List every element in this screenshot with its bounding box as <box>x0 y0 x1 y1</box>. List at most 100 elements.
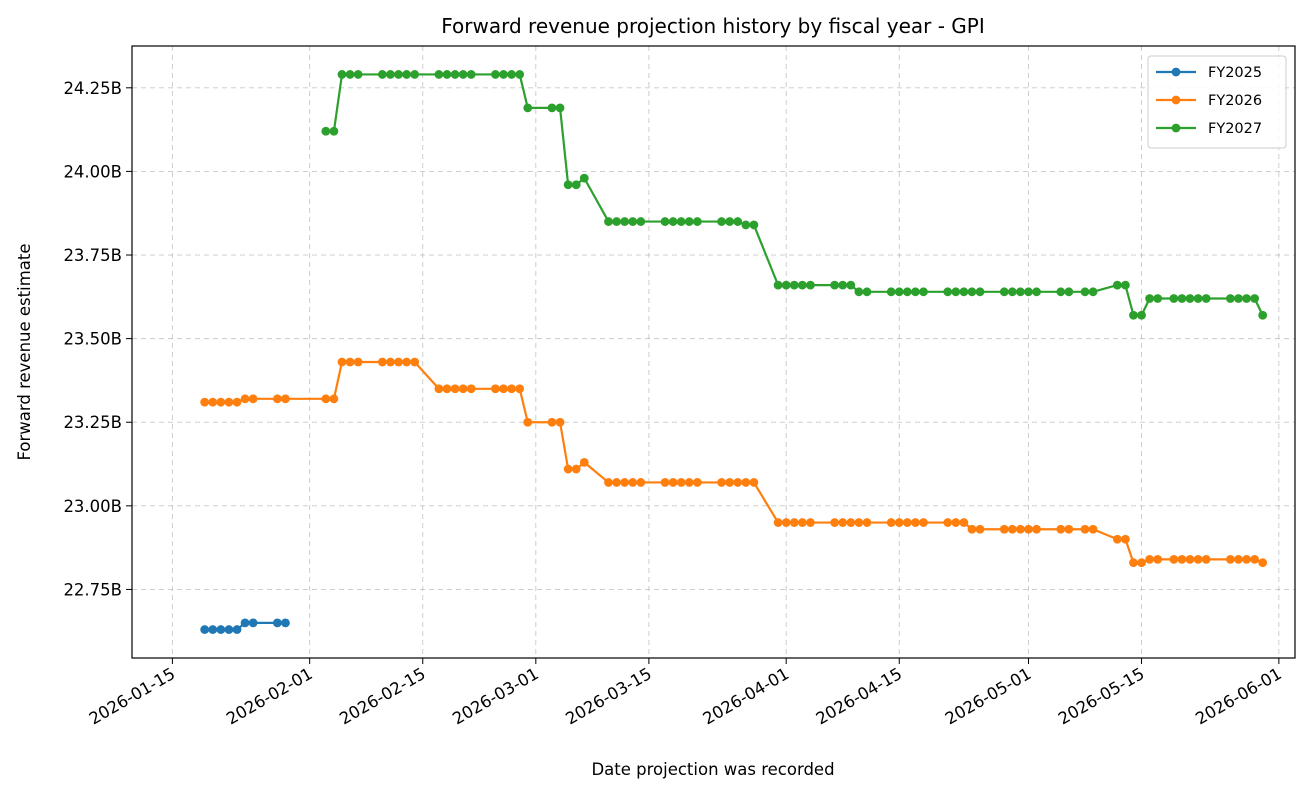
data-point <box>628 217 638 226</box>
data-point <box>951 518 961 527</box>
data-point <box>507 70 516 79</box>
data-point <box>749 220 759 230</box>
data-point <box>402 70 411 79</box>
data-point <box>1080 524 1090 534</box>
data-point <box>1120 534 1130 544</box>
data-point <box>200 397 210 407</box>
data-point <box>1250 554 1260 564</box>
data-point <box>232 397 242 407</box>
data-point <box>789 518 799 527</box>
data-point <box>1193 554 1203 564</box>
data-point <box>1225 554 1235 564</box>
data-point <box>919 287 928 297</box>
legend-label: FY2025 <box>1208 65 1262 81</box>
data-point <box>281 618 290 628</box>
legend-label: FY2027 <box>1208 121 1262 137</box>
data-point <box>1137 558 1146 568</box>
data-point <box>555 417 565 427</box>
data-point <box>943 287 953 297</box>
data-point <box>773 518 783 527</box>
data-point <box>353 70 363 79</box>
data-point <box>741 478 751 487</box>
data-point <box>951 287 961 297</box>
data-point <box>830 518 840 527</box>
y-tick-label: 23.00B <box>63 497 122 516</box>
data-point <box>676 217 686 226</box>
data-point <box>1007 287 1017 297</box>
data-point <box>1242 294 1251 303</box>
data-point <box>692 478 702 487</box>
data-point <box>224 397 234 407</box>
y-tick-label: 23.75B <box>63 246 122 265</box>
data-point <box>547 103 557 113</box>
data-point <box>797 518 807 527</box>
data-point <box>402 357 411 367</box>
data-point <box>781 518 791 527</box>
data-point <box>466 70 476 79</box>
legend-swatch-marker <box>1171 95 1181 105</box>
data-point <box>1064 287 1074 297</box>
data-point <box>579 457 589 467</box>
data-point <box>612 217 621 226</box>
data-point <box>466 384 476 394</box>
data-point <box>717 217 726 226</box>
data-point <box>523 103 533 113</box>
data-point <box>846 518 856 527</box>
data-point <box>450 70 460 79</box>
legend-box <box>1147 55 1287 149</box>
x-axis-label: Date projection was recorded <box>591 760 834 779</box>
data-point <box>442 384 452 394</box>
data-point <box>781 280 791 290</box>
y-tick-label: 24.25B <box>63 79 122 98</box>
data-point <box>999 287 1009 297</box>
series-layer <box>200 70 1268 634</box>
data-point <box>571 180 581 190</box>
data-point <box>515 70 525 79</box>
data-point <box>1177 294 1187 303</box>
data-point <box>1088 524 1098 534</box>
y-tick-label: 23.50B <box>63 330 122 349</box>
data-point <box>902 518 912 527</box>
legend-item-fy2025: FY2025 <box>1156 65 1262 81</box>
data-point <box>1129 310 1138 320</box>
data-point <box>377 70 387 79</box>
data-point <box>1201 554 1211 564</box>
data-point <box>668 478 678 487</box>
data-point <box>636 217 646 226</box>
data-point <box>1201 294 1211 303</box>
y-tick-label: 22.75B <box>63 580 122 599</box>
data-point <box>894 518 904 527</box>
data-point <box>450 384 460 394</box>
data-point <box>894 287 904 297</box>
data-point <box>692 217 702 226</box>
data-point <box>1225 294 1235 303</box>
data-point <box>345 357 355 367</box>
data-point <box>1016 524 1025 534</box>
data-point <box>1007 524 1017 534</box>
data-point <box>329 394 339 404</box>
data-point <box>773 280 783 290</box>
data-point <box>725 478 735 487</box>
y-tick-label: 24.00B <box>63 162 122 181</box>
data-point <box>224 625 234 634</box>
data-point <box>967 287 977 297</box>
data-point <box>329 126 339 136</box>
data-point <box>1234 554 1243 564</box>
data-point <box>216 625 226 634</box>
data-point <box>458 70 468 79</box>
data-point <box>1234 294 1243 303</box>
data-point <box>1129 558 1138 568</box>
data-point <box>684 217 694 226</box>
data-point <box>1024 287 1033 297</box>
plot-frame <box>131 45 1296 659</box>
series-fy2027 <box>321 70 1268 320</box>
data-point <box>434 384 444 394</box>
data-point <box>281 394 290 404</box>
y-axis: 22.75B 23.00B 23.25B 23.50B 23.75B 24.00B 24.2… <box>63 79 132 599</box>
y-axis-label: Forward revenue estimate <box>15 243 34 460</box>
data-point <box>854 518 864 527</box>
data-point <box>959 518 969 527</box>
data-point <box>1250 294 1260 303</box>
data-point <box>797 280 807 290</box>
